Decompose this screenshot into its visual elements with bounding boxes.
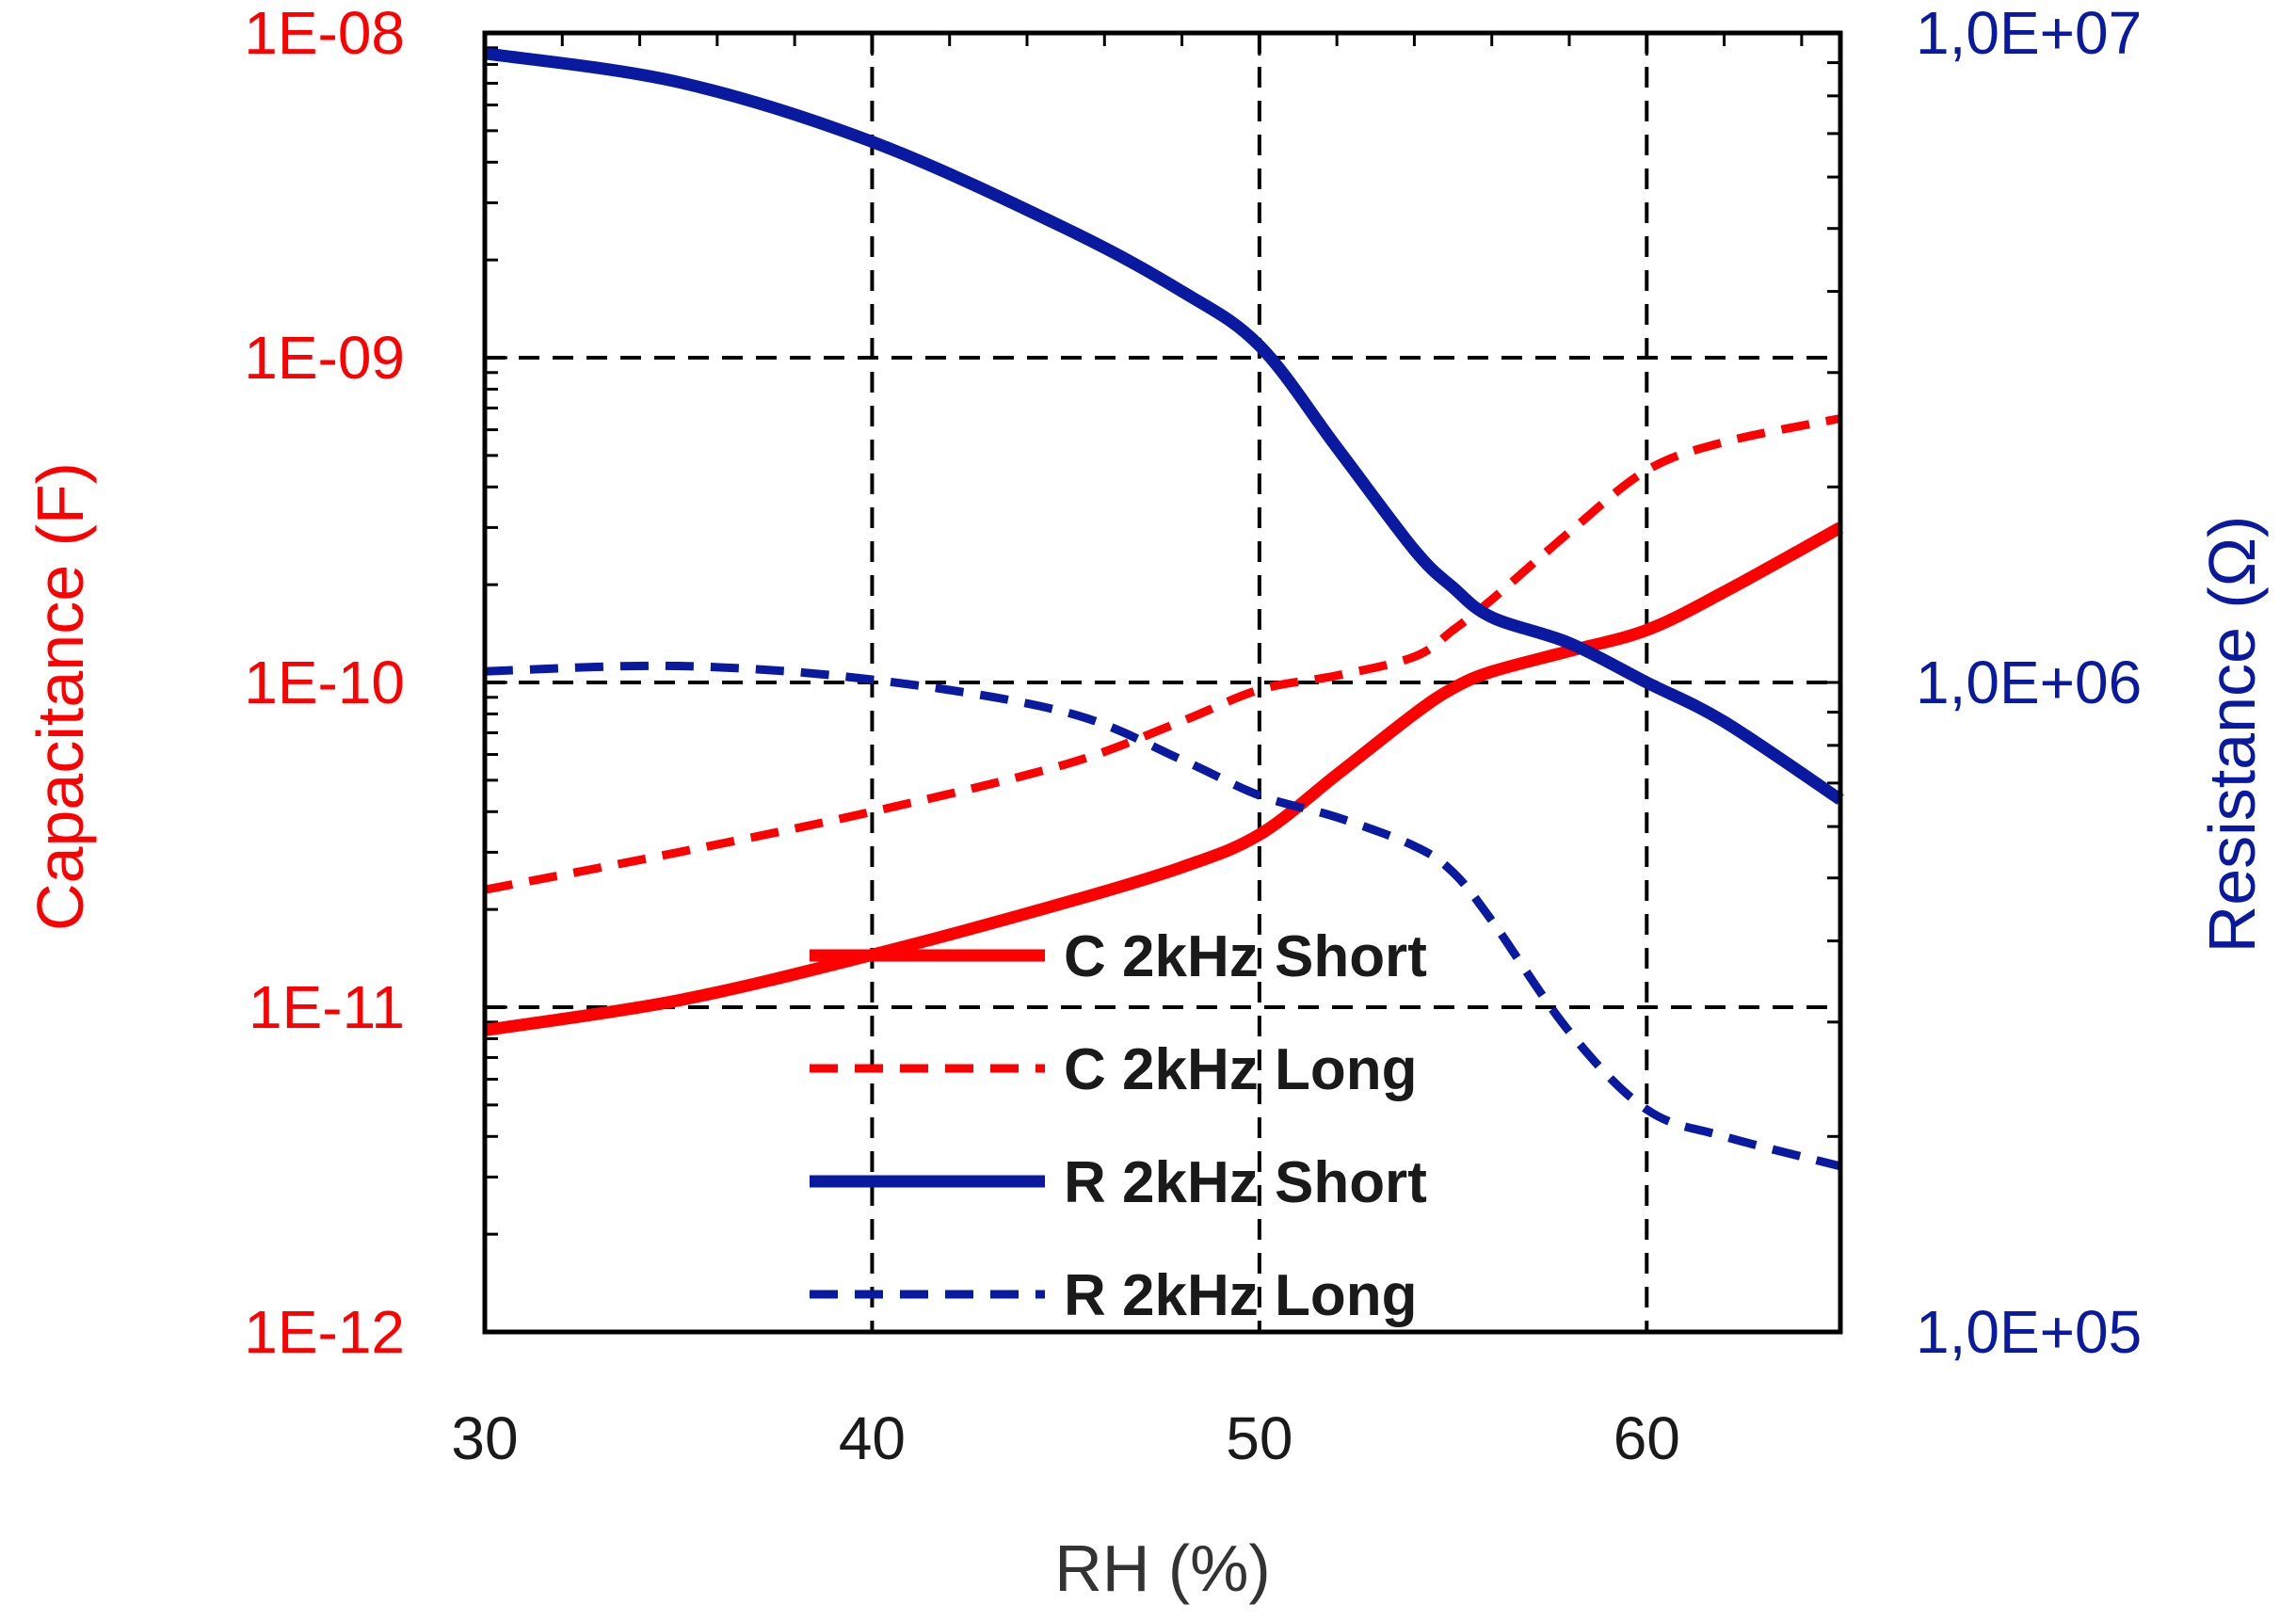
right-tick-label: 1,0E+07 <box>1916 0 2142 67</box>
x-tick-label: 60 <box>1614 1404 1680 1472</box>
left-tick-label: 1E-12 <box>244 1298 405 1366</box>
x-tick-label: 40 <box>839 1404 906 1472</box>
right-axis-title: Resistance (Ω) <box>2195 516 2269 954</box>
tick-labels: 1E-08 1E-09 1E-10 1E-11 1E-12 1,0E+07 1,0E+06 1… <box>244 0 2142 1472</box>
legend-label-1: C 2kHz Long <box>1064 1037 1417 1102</box>
x-tick-label: 30 <box>451 1404 518 1472</box>
left-tick-label: 1E-11 <box>249 973 405 1041</box>
right-tick-label: 1,0E+05 <box>1916 1298 2142 1366</box>
right-tick-label: 1,0E+06 <box>1916 649 2142 716</box>
left-tick-label: 1E-10 <box>244 649 405 716</box>
x-tick-label: 50 <box>1226 1404 1293 1472</box>
legend-label-0: C 2kHz Short <box>1064 924 1427 989</box>
series-line-r-2khz-long <box>484 661 1842 1171</box>
plot-frame <box>482 30 1843 1335</box>
series-line-c-2khz-long <box>484 414 1841 894</box>
x-axis-title: RH (%) <box>1054 1532 1270 1605</box>
left-tick-label: 1E-09 <box>244 324 405 392</box>
left-axis-title: Capacitance (F) <box>24 462 97 931</box>
series-line-c-2khz-short <box>484 521 1844 1036</box>
left-tick-label: 1E-08 <box>244 0 405 67</box>
legend-label-3: R 2kHz Long <box>1064 1263 1417 1328</box>
series-line-r-2khz-short <box>484 47 1844 805</box>
legend: C 2kHz Short C 2kHz Long R 2kHz Short R 2kH… <box>810 924 1427 1328</box>
legend-label-2: R 2kHz Short <box>1064 1150 1427 1215</box>
series-lines <box>484 47 1844 1171</box>
